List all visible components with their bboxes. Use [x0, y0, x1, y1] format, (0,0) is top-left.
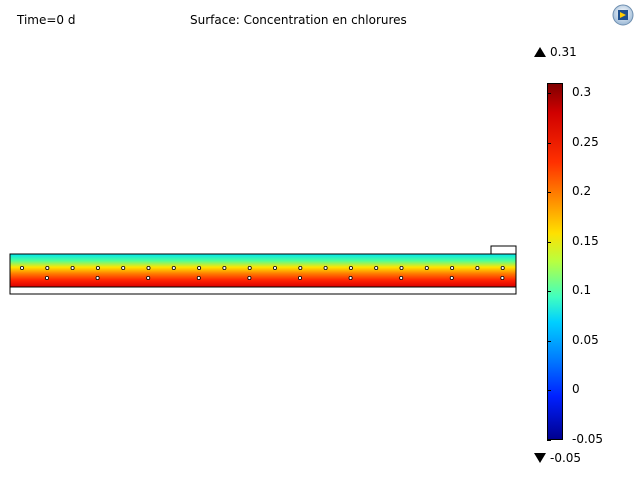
lower-marker-point	[500, 275, 505, 280]
upper-marker-point	[450, 265, 455, 270]
upper-marker-point	[298, 265, 303, 270]
upper-marker-point	[197, 265, 202, 270]
colorbar-tick-label: 0.25	[572, 134, 599, 149]
colorbar-tick-label: 0.15	[572, 233, 599, 248]
lower-marker-point	[95, 275, 100, 280]
colorbar-min-label: -0.05	[534, 451, 581, 465]
colorbar-tick-mark	[547, 92, 551, 94]
lower-marker-point	[45, 275, 50, 280]
upper-marker-point	[424, 265, 429, 270]
lower-marker-point	[146, 275, 151, 280]
upper-marker-point	[323, 265, 328, 270]
upper-marker-point	[348, 265, 353, 270]
upper-marker-point	[222, 265, 227, 270]
lower-marker-point	[196, 275, 201, 280]
lower-boundary-layer	[9, 286, 517, 295]
upper-marker-point	[70, 265, 75, 270]
colorbar-max-value: 0.31	[550, 45, 577, 59]
colorbar-tick-mark	[547, 390, 551, 392]
colorbar-tick-mark	[547, 340, 551, 342]
time-label: Time=0 d	[17, 13, 76, 27]
top-right-block	[490, 245, 517, 255]
upper-marker-row	[19, 265, 505, 270]
lower-marker-point	[348, 275, 353, 280]
upper-marker-point	[272, 265, 277, 270]
upper-marker-point	[146, 265, 151, 270]
lower-marker-point	[449, 275, 454, 280]
lower-marker-row	[45, 275, 505, 280]
upper-marker-point	[399, 265, 404, 270]
upper-marker-point	[19, 265, 24, 270]
colorbar-tick-label: -0.05	[572, 432, 604, 446]
lower-marker-point	[399, 275, 404, 280]
lower-marker-point	[297, 275, 302, 280]
colorbar-tick-label: 0.2	[572, 184, 592, 199]
upper-marker-point	[95, 265, 100, 270]
max-arrow-icon	[534, 47, 546, 57]
colorbar-tick-mark	[547, 142, 551, 144]
colorbar-max-label: 0.31	[534, 45, 577, 59]
upper-marker-point	[500, 265, 505, 270]
upper-marker-point	[374, 265, 379, 270]
min-arrow-icon	[534, 453, 546, 463]
colorbar	[547, 83, 563, 440]
colorbar-tick-mark	[547, 192, 551, 194]
lower-marker-point	[247, 275, 252, 280]
colorbar-tick-mark	[547, 291, 551, 293]
colorbar-min-value: -0.05	[550, 451, 582, 465]
upper-marker-point	[171, 265, 176, 270]
app-logo-icon[interactable]	[612, 4, 634, 26]
colorbar-tick-label: 0.1	[572, 283, 592, 298]
upper-marker-point	[121, 265, 126, 270]
colorbar-tick-mark	[547, 241, 551, 243]
colorbar-tick-mark	[547, 440, 551, 441]
colorbar-tick-label: 0.05	[572, 332, 599, 347]
colorbar-tick-label: 0	[572, 382, 580, 397]
upper-marker-point	[45, 265, 50, 270]
colorbar-tick-label: 0.3	[572, 84, 592, 99]
concentration-field	[9, 253, 517, 288]
upper-marker-point	[247, 265, 252, 270]
upper-marker-point	[475, 265, 480, 270]
plot-title: Surface: Concentration en chlorures	[190, 13, 407, 27]
